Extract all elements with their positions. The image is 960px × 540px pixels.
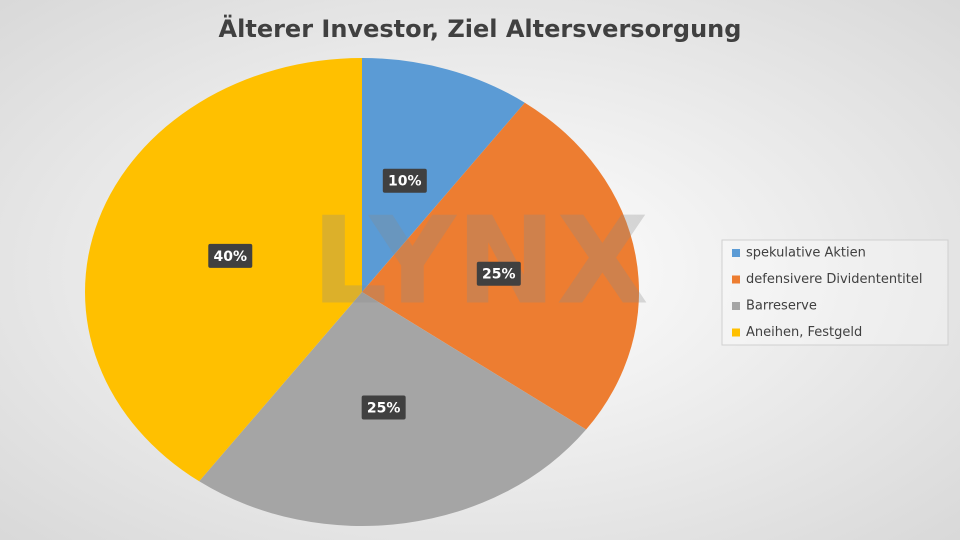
data-label-box (382, 168, 427, 193)
chart-title: Älterer Investor, Ziel Altersversorgung (219, 14, 742, 43)
legend-swatch (732, 275, 740, 284)
data-label-box (361, 395, 406, 420)
pie-slice (85, 58, 363, 482)
legend-label: defensivere Dividententitel (746, 272, 923, 287)
data-label: 10% (388, 174, 422, 190)
legend-label: Barreserve (746, 299, 817, 314)
data-label: 25% (367, 401, 401, 417)
legend-swatch (732, 249, 740, 257)
data-label-box (476, 261, 521, 286)
legend-swatch (732, 328, 740, 337)
legend-label: Aneihen, Festgeld (746, 325, 862, 340)
data-label-box (208, 243, 253, 268)
legend-label: spekulative Aktien (746, 246, 866, 261)
legend-box (721, 239, 949, 346)
data-label: 25% (482, 267, 516, 283)
pie-slice (362, 58, 525, 292)
legend-swatch (732, 302, 740, 310)
data-label: 40% (214, 249, 248, 265)
